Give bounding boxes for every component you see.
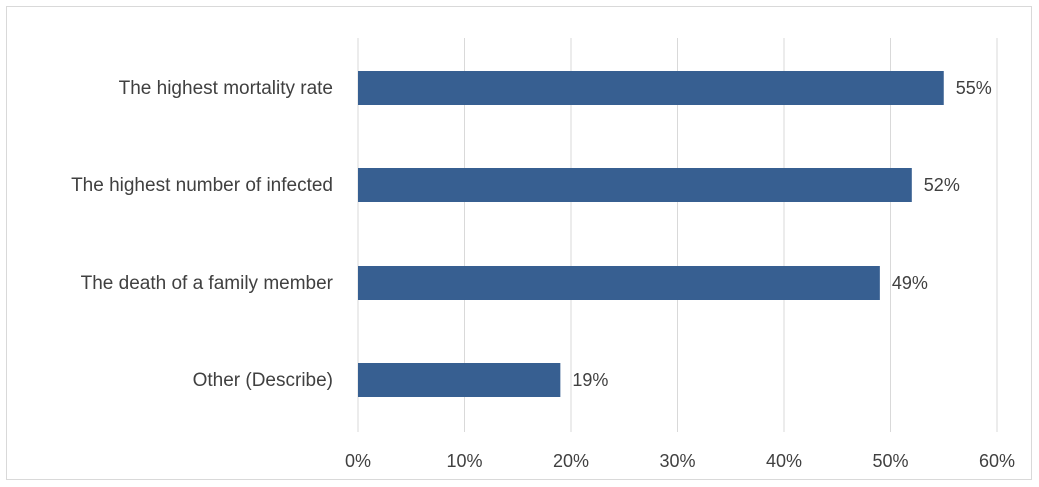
x-tick-label: 20% — [553, 451, 589, 471]
x-tick-label: 10% — [446, 451, 482, 471]
data-label: 19% — [572, 370, 608, 390]
x-tick-label: 30% — [659, 451, 695, 471]
x-tick-label: 0% — [345, 451, 371, 471]
data-label: 49% — [892, 273, 928, 293]
data-label: 55% — [956, 78, 992, 98]
category-label: Other (Describe) — [193, 370, 333, 391]
x-tick-label: 40% — [766, 451, 802, 471]
bar-2 — [358, 266, 880, 300]
x-tick-label: 50% — [872, 451, 908, 471]
bar-0 — [358, 71, 944, 105]
x-tick-label: 60% — [979, 451, 1015, 471]
bar-1 — [358, 168, 912, 202]
bars — [358, 71, 944, 397]
category-label: The highest number of infected — [71, 175, 333, 196]
labels: 0% 10% 20% 30% 40% 50% 60% The highest mortalit… — [71, 78, 1015, 471]
category-label: The death of a family member — [81, 273, 334, 294]
bar-3 — [358, 363, 561, 397]
category-label: The highest mortality rate — [119, 78, 333, 99]
data-label: 52% — [924, 175, 960, 195]
